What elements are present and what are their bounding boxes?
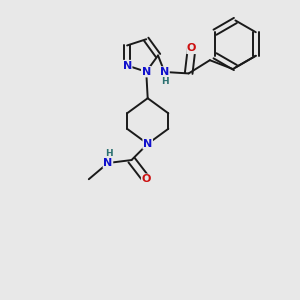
- Text: O: O: [142, 174, 151, 184]
- Text: H: H: [161, 77, 169, 86]
- Text: N: N: [122, 61, 132, 70]
- Text: N: N: [160, 67, 169, 77]
- Text: N: N: [143, 139, 152, 149]
- Text: N: N: [142, 67, 151, 77]
- Text: O: O: [187, 44, 196, 53]
- Text: N: N: [103, 158, 112, 168]
- Text: H: H: [105, 149, 112, 158]
